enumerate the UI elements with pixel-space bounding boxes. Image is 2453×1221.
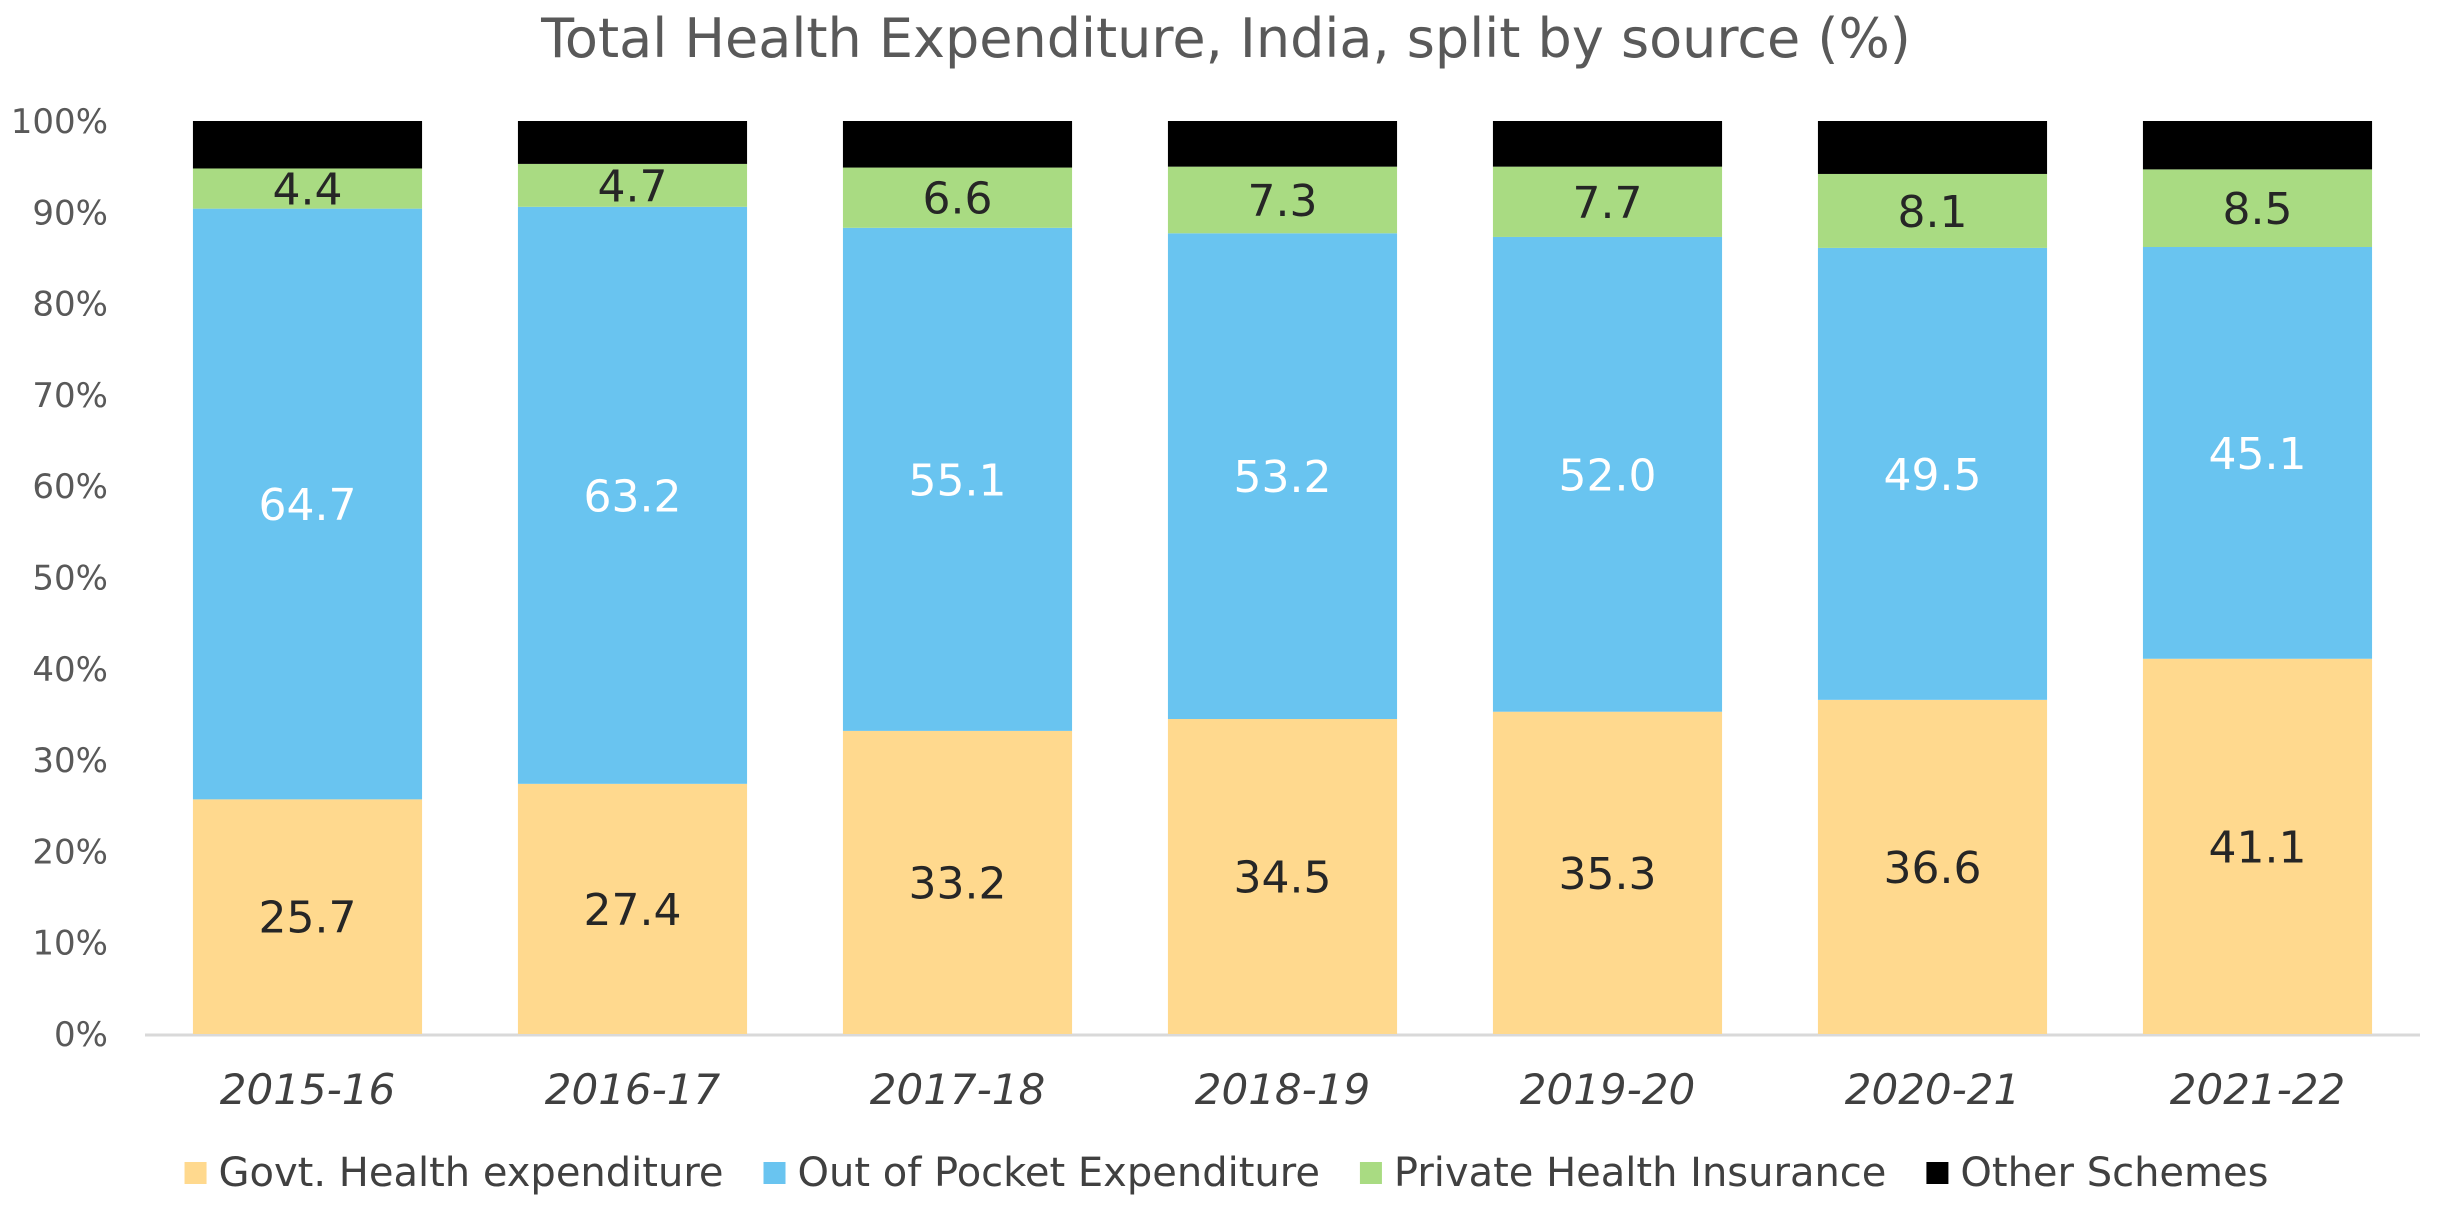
y-tick-label: 30% xyxy=(32,741,108,781)
bar-group-2021-22: 41.1 45.1 8.5 xyxy=(2142,121,2373,1034)
bar-segment-other-schemes xyxy=(1167,121,1398,167)
bar-segment-govt-health-expenditure xyxy=(2142,658,2373,1034)
bar-group-2016-17: 27.4 63.2 4.7 xyxy=(517,121,748,1034)
bar-segment-other-schemes xyxy=(842,121,1073,168)
bar-segment-govt-health-expenditure xyxy=(517,783,748,1034)
bar-segment-out-of-pocket-expenditure xyxy=(517,206,748,784)
x-tick-label: 2016-17 xyxy=(545,1065,721,1114)
bar-segment-out-of-pocket-expenditure xyxy=(1817,247,2048,700)
data-label: 63.2 xyxy=(584,471,682,522)
legend-swatch xyxy=(763,1162,786,1184)
data-label: 41.1 xyxy=(2209,822,2307,873)
data-label: 36.6 xyxy=(1884,843,1982,894)
bar-segment-out-of-pocket-expenditure xyxy=(192,208,423,800)
data-label: 4.4 xyxy=(273,165,343,216)
bar-segment-out-of-pocket-expenditure xyxy=(2142,246,2373,659)
x-tick-label: 2020-21 xyxy=(1845,1065,2021,1114)
bar-segment-private-health-insurance xyxy=(2142,169,2373,247)
legend-item-govt-health-expenditure: Govt. Health expenditure xyxy=(184,1150,724,1196)
data-label: 34.5 xyxy=(1234,853,1332,904)
x-axis: 2015-16 2016-17 2017-18 2018-19 2019-20 2020-… xyxy=(220,1065,2346,1114)
y-tick-label: 100% xyxy=(11,102,108,142)
bar-segment-private-health-insurance xyxy=(1492,166,1723,237)
bar-segment-other-schemes xyxy=(517,121,748,164)
legend-label: Other Schemes xyxy=(1960,1150,2268,1196)
bar-segment-private-health-insurance xyxy=(192,168,423,209)
bar-segment-private-health-insurance xyxy=(1167,166,1398,234)
legend-item-other-schemes: Other Schemes xyxy=(1926,1150,2268,1196)
bar-segment-private-health-insurance xyxy=(517,163,748,207)
y-tick-label: 90% xyxy=(32,193,108,233)
bar-segment-out-of-pocket-expenditure xyxy=(842,227,1073,731)
y-tick-label: 80% xyxy=(32,285,108,325)
legend-swatch xyxy=(1359,1162,1382,1184)
bar-segment-govt-health-expenditure xyxy=(842,730,1073,1034)
legend-label: Private Health Insurance xyxy=(1394,1150,1886,1196)
x-tick-label: 2018-19 xyxy=(1195,1065,1371,1114)
bar-segment-private-health-insurance xyxy=(1817,173,2048,248)
bar-segment-out-of-pocket-expenditure xyxy=(1167,233,1398,720)
legend: Govt. Health expenditure Out of Pocket Ex… xyxy=(184,1150,2268,1196)
bar-segment-govt-health-expenditure xyxy=(1492,711,1723,1034)
data-label: 64.7 xyxy=(259,480,357,531)
bar-segment-other-schemes xyxy=(1817,121,2048,174)
bar-group-2019-20: 35.3 52.0 7.7 xyxy=(1492,121,1723,1034)
x-tick-label: 2019-20 xyxy=(1520,1065,1696,1114)
y-tick-label: 20% xyxy=(32,832,108,872)
legend-label: Govt. Health expenditure xyxy=(219,1150,724,1196)
legend-item-private-health-insurance: Private Health Insurance xyxy=(1359,1150,1886,1196)
x-tick-label: 2015-16 xyxy=(220,1065,396,1114)
y-tick-label: 10% xyxy=(32,924,108,964)
bar-segment-other-schemes xyxy=(192,121,423,169)
data-label: 8.1 xyxy=(1898,187,1968,238)
data-label: 33.2 xyxy=(909,858,1007,909)
data-label: 35.3 xyxy=(1559,849,1657,900)
data-label: 49.5 xyxy=(1884,450,1982,501)
data-label: 8.5 xyxy=(2223,184,2293,235)
bar-segment-private-health-insurance xyxy=(842,167,1073,228)
bar-group-2017-18: 33.2 55.1 6.6 xyxy=(842,121,1073,1034)
bar-segment-other-schemes xyxy=(1492,121,1723,167)
data-label: 27.4 xyxy=(584,885,682,936)
data-label: 52.0 xyxy=(1559,450,1657,501)
data-label: 6.6 xyxy=(923,174,993,225)
data-label: 55.1 xyxy=(909,455,1007,506)
bar-group-2018-19: 34.5 53.2 7.3 xyxy=(1167,121,1398,1034)
bar-segment-other-schemes xyxy=(2142,121,2373,170)
data-label: 4.7 xyxy=(598,161,668,212)
data-label: 7.7 xyxy=(1573,178,1643,229)
bar-group-2020-21: 36.6 49.5 8.1 xyxy=(1817,121,2048,1034)
y-tick-label: 70% xyxy=(32,376,108,416)
chart-title: Total Health Expenditure, India, split b… xyxy=(540,7,1911,70)
bar-segment-govt-health-expenditure xyxy=(1817,699,2048,1034)
bar-segment-govt-health-expenditure xyxy=(192,799,423,1034)
y-axis: 0% 10% 20% 30% 40% 50% 60% 70% 80% 90% 100% xyxy=(11,102,2420,1055)
bar-segment-out-of-pocket-expenditure xyxy=(1492,236,1723,712)
data-label: 7.3 xyxy=(1248,176,1318,227)
bars: 25.7 64.7 4.4 27.4 63.2 4.7 33.2 55.1 6.6 34.5 53.… xyxy=(192,121,2373,1034)
data-label: 25.7 xyxy=(259,893,357,944)
data-label: 53.2 xyxy=(1234,452,1332,503)
y-tick-label: 0% xyxy=(54,1015,108,1055)
bar-segment-govt-health-expenditure xyxy=(1167,719,1398,1034)
legend-item-out-of-pocket-expenditure: Out of Pocket Expenditure xyxy=(763,1150,1320,1196)
x-tick-label: 2021-22 xyxy=(2170,1065,2346,1114)
y-tick-label: 60% xyxy=(32,467,108,507)
x-tick-label: 2017-18 xyxy=(870,1065,1046,1114)
legend-label: Out of Pocket Expenditure xyxy=(798,1150,1320,1196)
y-tick-label: 40% xyxy=(32,650,108,690)
data-label: 45.1 xyxy=(2209,429,2307,480)
y-tick-label: 50% xyxy=(32,559,108,599)
legend-swatch xyxy=(1926,1162,1949,1184)
legend-swatch xyxy=(184,1162,207,1184)
bar-group-2015-16: 25.7 64.7 4.4 xyxy=(192,121,423,1034)
